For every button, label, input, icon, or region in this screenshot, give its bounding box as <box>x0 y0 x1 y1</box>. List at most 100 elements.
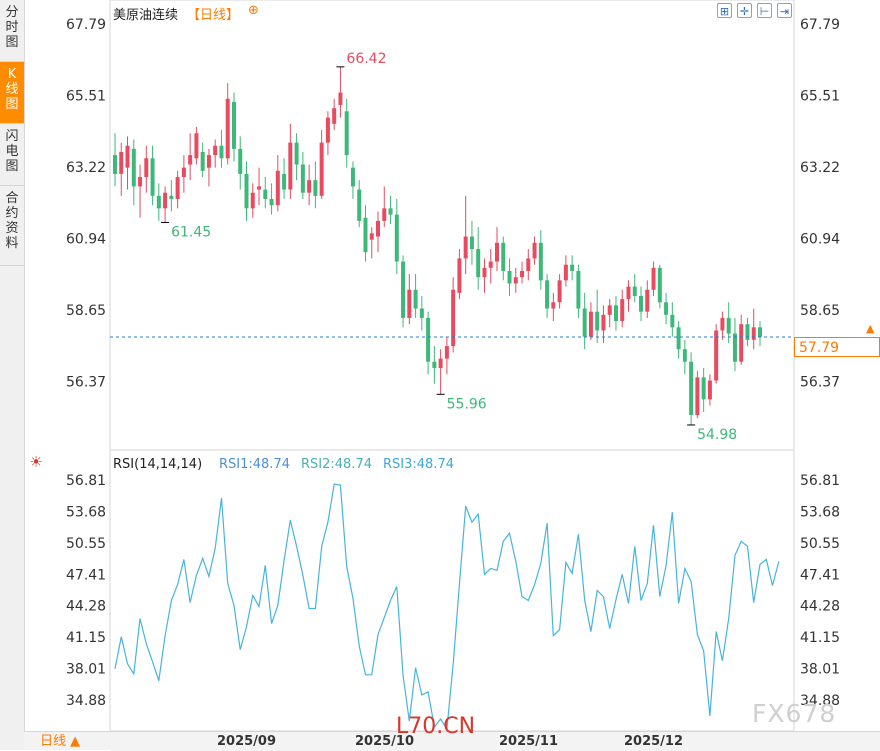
crosshair-icon[interactable]: ✛ <box>737 3 752 18</box>
candle-body <box>538 242 543 281</box>
candle-body <box>645 289 650 312</box>
price-tick-left: 60.94 <box>66 231 106 247</box>
candle-body <box>188 155 193 165</box>
price-tick-left: 63.22 <box>66 160 106 176</box>
date-label: 2025/10 <box>355 734 415 749</box>
candle-body <box>501 242 506 271</box>
candle-body <box>657 267 662 303</box>
candle-body <box>670 314 675 328</box>
tab-timeshare[interactable]: 分时图 <box>0 0 24 62</box>
price-tick-left: 65.51 <box>66 88 106 104</box>
candle-body <box>282 173 287 190</box>
candle-body <box>225 98 230 159</box>
add-indicator-icon[interactable]: ⊕ <box>248 3 259 18</box>
candle-body <box>488 261 493 268</box>
candle-body <box>238 148 243 174</box>
candle-body <box>401 261 406 318</box>
site-watermark: L70.CN <box>396 714 476 739</box>
candle-body <box>169 195 174 199</box>
candle-body <box>413 289 418 309</box>
candle-body <box>363 217 368 253</box>
candle-body <box>601 314 606 331</box>
price-tick-left: 58.65 <box>66 303 106 319</box>
rsi-series-line <box>114 483 780 731</box>
tab-contract-info[interactable]: 合约资料 <box>0 186 24 266</box>
sidebar-tab-char: 约 <box>5 206 19 221</box>
period-select-button[interactable]: 日线 ▲ <box>24 731 110 750</box>
period-label[interactable]: 【日线】 <box>187 8 240 23</box>
current-price-label: 57.79 <box>794 337 880 357</box>
candle-body <box>664 302 669 315</box>
price-tick-left: 56.37 <box>66 374 106 390</box>
candle-body <box>119 152 124 174</box>
price-tick-right: 65.51 <box>800 88 840 104</box>
candle-body <box>294 142 299 165</box>
candle-body <box>113 155 117 174</box>
candle-body <box>394 214 399 262</box>
candle-body <box>263 189 268 199</box>
candle-body <box>639 296 644 312</box>
rsi3-value: RSI3:48.74 <box>383 457 454 472</box>
price-tick-left: 67.79 <box>66 17 106 33</box>
candle-body <box>751 327 756 340</box>
tab-flash-chart[interactable]: 闪电图 <box>0 124 24 186</box>
candle-body <box>369 233 374 240</box>
candle-body <box>545 280 550 309</box>
indicator-settings-icon[interactable]: ☀ <box>29 453 43 471</box>
sidebar-tab-char: K <box>7 67 17 82</box>
candle-body <box>376 220 381 237</box>
candle-body <box>150 158 155 196</box>
sidebar-tab-char: 合 <box>5 191 19 206</box>
candle-body <box>526 258 531 271</box>
candle-body <box>476 249 481 278</box>
candle-body <box>175 177 180 199</box>
rsi1-value: RSI1:48.74 <box>219 457 290 472</box>
candle-body <box>451 289 456 347</box>
candle-body <box>570 264 575 271</box>
sidebar-tab-char: 图 <box>5 97 19 112</box>
candle-body <box>482 267 487 278</box>
rsi-panel-frame <box>109 449 795 732</box>
candle-body <box>732 333 737 362</box>
scroll-start-icon[interactable]: ⊢ <box>757 3 772 18</box>
candle-body <box>181 167 186 178</box>
annotation-low-label: 54.98 <box>697 427 737 443</box>
candle-body <box>319 142 324 196</box>
candle-body <box>125 145 130 168</box>
rsi-tick-left: 56.81 <box>66 473 106 489</box>
price-tick-right: 58.65 <box>800 303 840 319</box>
rsi-tick-left: 34.88 <box>66 693 106 709</box>
candle-body <box>194 133 199 159</box>
candle-body <box>720 317 725 331</box>
candle-body <box>288 142 293 190</box>
candle-body <box>595 311 600 331</box>
candle-body <box>745 324 750 340</box>
candle-body <box>676 327 681 350</box>
candle-body <box>338 92 343 106</box>
rsi-tick-left: 38.01 <box>66 662 106 678</box>
candle-body <box>144 158 149 178</box>
candle-body <box>714 330 719 381</box>
candle-body <box>463 236 468 259</box>
candle-body <box>532 242 537 259</box>
candle-body <box>695 377 700 415</box>
candle-body <box>426 317 431 362</box>
candle-body <box>758 327 762 337</box>
candle-body <box>231 101 236 149</box>
rsi-tick-left: 53.68 <box>66 504 106 520</box>
scroll-end-icon[interactable]: ⇥ <box>777 3 792 18</box>
candle-body <box>432 361 437 368</box>
fit-screen-icon[interactable]: ⊞ <box>717 3 732 18</box>
candle-body <box>444 346 449 359</box>
candle-body <box>344 111 349 156</box>
candle-body <box>520 270 525 278</box>
date-label: 2025/12 <box>624 734 684 749</box>
annotation-low-label: 55.96 <box>447 396 487 412</box>
sidebar-tab-char: 分 <box>5 5 19 20</box>
candle-body <box>563 264 568 281</box>
rsi-tick-right: 34.88 <box>800 693 840 709</box>
candle-body <box>557 280 562 303</box>
